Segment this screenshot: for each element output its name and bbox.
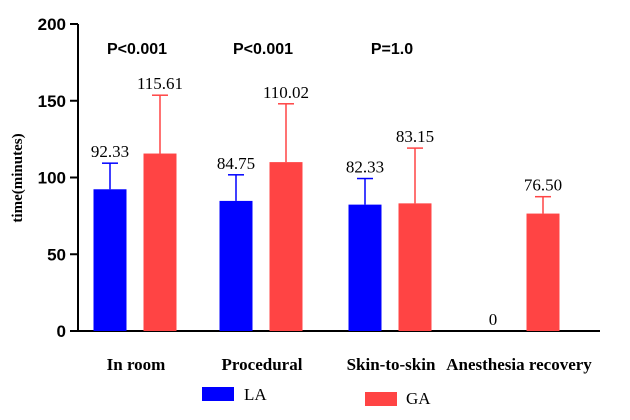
data-label: 76.50 — [524, 176, 562, 195]
data-label: 110.02 — [263, 83, 309, 102]
legend-swatch-la — [202, 387, 234, 401]
y-ticks: 0 50 100 150 200 — [38, 15, 78, 341]
bars — [93, 153, 560, 331]
data-label: 0 — [489, 310, 498, 329]
p-value-label: P=1.0 — [371, 41, 413, 58]
y-axis-label: time(minutes) — [10, 133, 26, 222]
y-tick-label: 200 — [38, 15, 66, 34]
y-tick-label: 150 — [38, 92, 66, 111]
y-tick-label: 0 — [57, 322, 66, 341]
error-bars — [102, 94, 551, 214]
data-labels: 92.33 84.75 82.33 0 115.61 110.02 83.15 76.50 — [91, 74, 562, 329]
category-labels: In room Procedural Skin-to-skin Anesthesia … — [107, 355, 593, 374]
data-label: 115.61 — [137, 74, 183, 93]
legend-label-ga: GA — [406, 389, 431, 408]
data-label: 84.75 — [217, 154, 255, 173]
bar-ga — [269, 162, 303, 331]
y-tick-label: 50 — [47, 245, 66, 264]
legend: LA GA — [202, 385, 431, 408]
x-category-label: Procedural — [222, 355, 303, 374]
p-value-label: P<0.001 — [233, 41, 293, 58]
data-label: 82.33 — [346, 158, 384, 177]
x-category-label: Anesthesia recovery — [446, 355, 592, 374]
y-tick-label: 100 — [38, 169, 66, 188]
legend-label-la: LA — [244, 385, 267, 404]
bar-la — [93, 189, 127, 331]
x-category-label: Skin-to-skin — [347, 355, 436, 374]
bar-la — [219, 200, 253, 331]
legend-swatch-ga — [365, 392, 397, 406]
bar-ga — [398, 203, 432, 331]
data-label: 92.33 — [91, 142, 129, 161]
p-value-label: P<0.001 — [107, 41, 167, 58]
p-value-annotations: P<0.001 P<0.001 P=1.0 — [107, 41, 413, 58]
data-label: 83.15 — [396, 127, 434, 146]
bar-ga — [526, 213, 560, 331]
bar-la — [348, 204, 382, 331]
x-category-label: In room — [107, 355, 166, 374]
bar-ga — [143, 153, 177, 331]
